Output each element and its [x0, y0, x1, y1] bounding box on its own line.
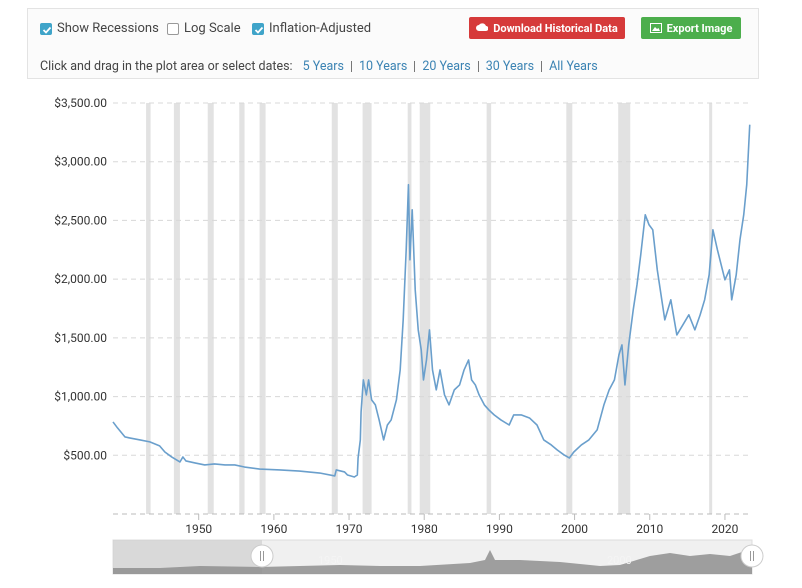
navigator[interactable]: 1950 2000 [112, 539, 764, 575]
recession-band [146, 103, 151, 514]
recession-band [566, 103, 573, 514]
recession-band [362, 103, 372, 514]
y-tick-label: $1,500.00 [54, 331, 107, 345]
recession-band [207, 103, 214, 514]
button-label: Export Image [666, 21, 733, 35]
y-tick-label: $2,000.00 [54, 272, 107, 286]
checkbox-label: Show Recessions [57, 21, 159, 36]
recession-band [618, 103, 631, 514]
y-tick-label: $3,000.00 [54, 155, 107, 169]
control-panel: Show Recessions Log Scale Inflation-Adju… [27, 8, 759, 79]
navigator-label: 2000 [607, 554, 632, 567]
navigator-handle[interactable] [740, 544, 764, 568]
y-tick-label: $2,500.00 [54, 213, 107, 227]
x-tick-label: 2020 [711, 522, 738, 536]
image-icon [649, 23, 662, 33]
checkbox-box[interactable] [167, 22, 179, 35]
x-tick-label: 2000 [561, 522, 588, 536]
recession-band [259, 103, 266, 514]
range-link[interactable]: 30 Years [477, 60, 541, 73]
recession-band [486, 103, 492, 514]
y-tick-label: $3,500.00 [54, 96, 107, 110]
range-link[interactable]: 5 Years [302, 59, 344, 74]
range-link[interactable]: 20 Years [414, 60, 477, 73]
recession-band [407, 103, 412, 514]
prompt-text: Click and drag in the plot area or selec… [40, 59, 293, 74]
x-tick-label: 1960 [260, 522, 287, 536]
y-tick-label: $500.00 [63, 448, 107, 462]
recession-band [239, 103, 245, 514]
navigator-area [113, 548, 752, 574]
navigator-label: 1950 [318, 554, 343, 567]
recession-band [331, 103, 338, 514]
y-tick-label: $1,000.00 [54, 390, 107, 404]
price-line [112, 124, 751, 478]
checkbox-label: Inflation-Adjusted [269, 21, 372, 36]
checkbox-label: Log Scale [184, 21, 241, 36]
recession-band [173, 103, 180, 514]
range-link[interactable]: All Years [541, 60, 605, 73]
download-button[interactable]: Download Historical Data [469, 17, 625, 39]
export-button[interactable]: Export Image [641, 17, 741, 39]
x-tick-label: 1950 [185, 522, 212, 536]
range-selector: Click and drag in the plot area or selec… [40, 59, 605, 74]
checkbox-box[interactable] [252, 22, 264, 35]
recession-band [419, 103, 431, 514]
x-tick-label: 1990 [486, 522, 513, 536]
x-tick-label: 1980 [411, 522, 438, 536]
navigator-handle[interactable] [250, 544, 274, 568]
checkbox-box[interactable] [40, 22, 52, 35]
checkbox[interactable]: Inflation-Adjusted [252, 21, 371, 36]
range-link[interactable]: 10 Years [350, 60, 414, 73]
recession-band [709, 103, 713, 514]
checkbox[interactable]: Log Scale [167, 21, 241, 36]
button-label: Download Historical Data [493, 21, 618, 35]
x-tick-label: 1970 [336, 522, 363, 536]
cloud-icon [476, 23, 489, 31]
checkbox[interactable]: Show Recessions [40, 21, 159, 36]
x-tick-label: 2010 [636, 522, 663, 536]
